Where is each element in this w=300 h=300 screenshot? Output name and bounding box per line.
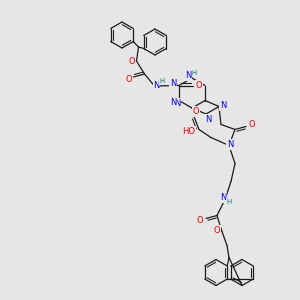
Text: O: O — [128, 56, 135, 65]
Text: H: H — [191, 70, 196, 76]
Text: N: N — [174, 99, 180, 108]
Text: O: O — [214, 226, 220, 235]
Text: HO: HO — [182, 127, 196, 136]
Text: H: H — [160, 78, 165, 84]
Text: N: N — [170, 79, 176, 88]
Text: N: N — [170, 98, 176, 107]
Text: N: N — [205, 115, 211, 124]
Text: H: H — [226, 199, 232, 205]
Text: N: N — [185, 71, 191, 80]
Text: N: N — [153, 80, 160, 89]
Text: O: O — [193, 107, 199, 116]
Text: O: O — [125, 74, 132, 83]
Text: O: O — [249, 120, 255, 129]
Text: O: O — [197, 216, 203, 225]
Text: N: N — [220, 193, 226, 202]
Text: N: N — [227, 140, 233, 149]
Text: N: N — [220, 101, 226, 110]
Text: O: O — [196, 81, 202, 90]
